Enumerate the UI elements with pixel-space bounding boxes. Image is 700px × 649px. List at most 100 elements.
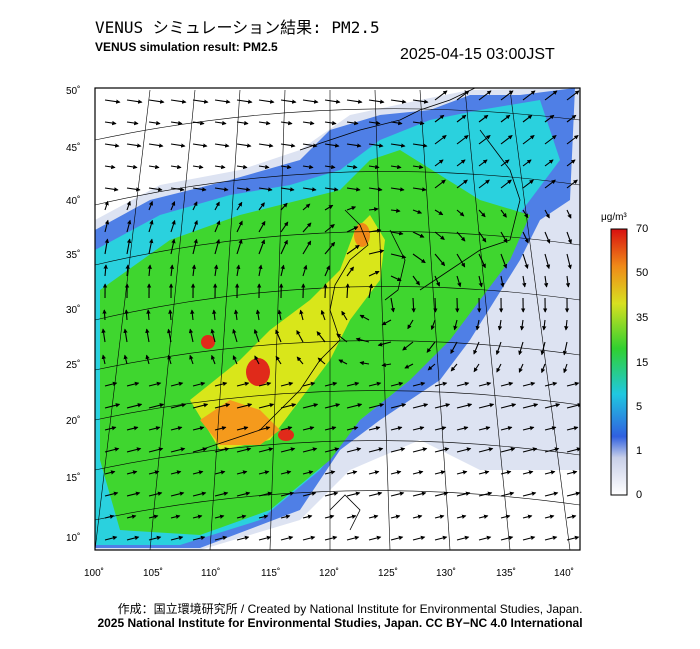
wind-arrow [434, 114, 445, 123]
wind-arrow [522, 159, 532, 167]
wind-arrow [258, 491, 273, 497]
wind-arrow [412, 447, 428, 453]
wind-arrow [324, 143, 340, 148]
wind-arrow [346, 491, 361, 497]
wind-arrow [544, 514, 555, 519]
wind-arrow [456, 231, 466, 242]
wind-arrow [500, 470, 512, 475]
colorbar-tick-0: 0 [636, 489, 643, 501]
wind-arrow [544, 209, 550, 219]
wind-arrow [302, 403, 319, 409]
wind-arrow [346, 120, 359, 126]
wind-arrow [148, 426, 161, 431]
wind-arrow [214, 491, 229, 497]
wind-arrow [236, 514, 247, 519]
wind-arrow [280, 381, 294, 387]
wind-arrow [566, 159, 576, 167]
wind-arrow [170, 403, 187, 409]
lon-label-105: 105˚ [143, 568, 164, 579]
colorbar-tick-50: 50 [636, 267, 649, 279]
wind-arrow [368, 381, 382, 387]
wind-arrow [126, 164, 138, 170]
wind-arrow [346, 403, 363, 409]
wind-arrow [214, 426, 227, 431]
wind-arrow [390, 253, 407, 259]
wind-arrow [368, 514, 379, 519]
wind-arrow [302, 203, 311, 211]
wind-arrow [324, 120, 337, 126]
wind-arrow [167, 354, 172, 365]
lat-label-15: 15˚ [66, 473, 81, 484]
wind-arrow [495, 341, 502, 355]
wind-arrow [368, 447, 384, 453]
wind-arrow [390, 187, 405, 192]
wind-arrow [168, 309, 173, 321]
wind-arrow [148, 514, 159, 519]
wind-arrow [434, 275, 440, 287]
wind-arrow [338, 359, 348, 365]
wind-arrow [478, 231, 487, 243]
wind-arrow [346, 514, 357, 519]
wind-arrow [302, 164, 314, 170]
wind-arrow [519, 319, 525, 331]
wind-arrow [566, 114, 577, 123]
wind-arrow [390, 491, 405, 497]
wind-arrow [544, 179, 556, 189]
wind-arrow [324, 224, 335, 233]
wind-arrow [148, 403, 165, 409]
wind-arrow [104, 514, 115, 519]
map-frame [94, 87, 581, 551]
wind-arrow [434, 135, 447, 145]
wind-arrow [192, 220, 198, 233]
wind-arrow [478, 159, 488, 167]
wind-arrow [368, 120, 381, 126]
wind-arrow [544, 135, 557, 145]
wind-arrow [522, 381, 536, 387]
wind-arrow [390, 120, 403, 126]
credit-line: 作成：国立環境研究所 / Created by National Institu… [117, 602, 583, 616]
wind-arrow [214, 120, 227, 126]
wind-arrow [148, 447, 164, 453]
wind-arrow [412, 535, 426, 541]
lon-label-120: 120˚ [319, 568, 340, 579]
wind-arrow [189, 354, 194, 365]
wind-arrow [346, 447, 362, 453]
wind-arrow [324, 403, 341, 409]
colorbar-tick-1: 1 [636, 445, 643, 457]
wind-arrow [280, 99, 297, 104]
wind-arrow [434, 535, 448, 541]
wind-arrow [236, 426, 249, 431]
wind-arrow [170, 470, 182, 475]
wind-arrow [191, 264, 197, 277]
wind-arrow [126, 120, 139, 126]
wind-arrow [123, 354, 128, 365]
wind-arrow [522, 470, 534, 475]
wind-arrow [456, 514, 467, 519]
wind-arrow [236, 403, 253, 409]
wind-arrow [412, 231, 425, 238]
lat-label-30: 30˚ [66, 305, 81, 316]
wind-arrow [148, 238, 154, 255]
wind-arrow [390, 470, 402, 475]
wind-arrow [456, 403, 473, 409]
wind-arrow [500, 114, 511, 123]
wind-arrow [496, 363, 502, 373]
wind-arrow [522, 491, 537, 497]
pm25-yellow-field [190, 215, 385, 450]
wind-arrow [170, 99, 187, 104]
wind-arrow [280, 202, 288, 211]
wind-arrow [253, 329, 260, 343]
wind-arrow [258, 470, 270, 475]
wind-arrow [407, 319, 414, 330]
wind-arrow [302, 240, 312, 255]
wind-arrow [213, 264, 219, 277]
wind-arrow [302, 99, 319, 104]
wind-arrow [412, 187, 427, 192]
wind-arrow [214, 164, 226, 170]
wind-arrow [236, 220, 243, 233]
wind-arrow [346, 470, 358, 475]
wind-arrow [434, 231, 445, 240]
wind-arrow [280, 187, 295, 192]
wind-arrow [236, 381, 250, 387]
wind-arrow [302, 426, 315, 431]
